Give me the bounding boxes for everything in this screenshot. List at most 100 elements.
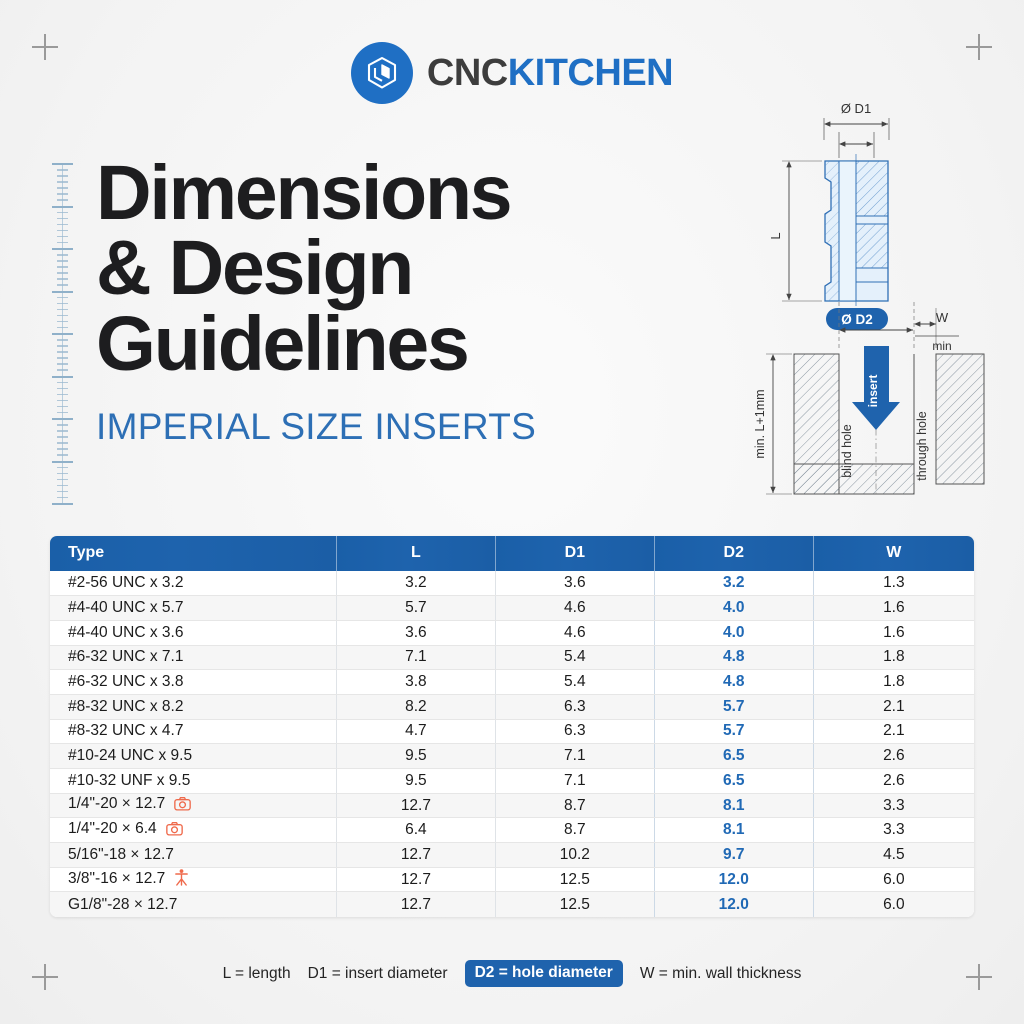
ruler-tick-minor	[57, 448, 68, 450]
column-header-w[interactable]: W	[812, 536, 974, 571]
crop-mark-bottom-right-icon	[966, 964, 992, 990]
cell-d2: 12.0	[653, 867, 814, 893]
cell-l: 12.7	[335, 842, 496, 868]
page-title-block: Dimensions & Design Guidelines IMPERIAL …	[96, 150, 736, 448]
ruler-tick-minor	[57, 381, 68, 384]
cell-w: 2.6	[812, 743, 974, 769]
cell-d2: 4.0	[653, 620, 814, 646]
ruler-tick-minor	[57, 369, 68, 371]
camera-icon	[165, 821, 183, 836]
table-row[interactable]: 3/8"-16 × 12.7 12.7 12.5 12.0 6.0	[50, 867, 974, 893]
table-row[interactable]: 1/4"-20 × 12.7 12.7 8.7 8.1 3.3	[50, 793, 974, 819]
cell-d2: 3.2	[653, 571, 814, 597]
cell-d2: 4.0	[653, 595, 814, 621]
cell-type: #6-32 UNC x 7.1	[50, 645, 337, 671]
page-title-line-3: Guidelines	[96, 300, 470, 387]
brand-wordmark: CNCKITCHEN	[427, 54, 674, 92]
table-row[interactable]: #10-32 UNF x 9.5 9.5 7.1 6.5 2.6	[50, 768, 974, 794]
diagram-label-l: L	[768, 232, 783, 239]
insert-arrow-icon: insert	[852, 346, 900, 430]
ruler-tick-major	[52, 248, 73, 250]
table-row[interactable]: #10-24 UNC x 9.5 9.5 7.1 6.5 2.6	[50, 743, 974, 769]
brand-logo: CNCKITCHEN	[0, 42, 1024, 104]
page-subtitle: IMPERIAL SIZE INSERTS	[96, 406, 537, 448]
cell-w: 3.3	[812, 793, 974, 819]
ruler-tick-minor	[57, 308, 68, 311]
column-header-d1[interactable]: D1	[494, 536, 655, 571]
cell-type-label: G1/8"-28 × 12.7	[68, 895, 178, 913]
cell-d1: 6.3	[494, 694, 655, 720]
cell-type-label: #2-56 UNC x 3.2	[68, 574, 184, 592]
table-body: #2-56 UNC x 3.2 3.2 3.6 3.2 1.3 #4-40 UNC x 5…	[50, 571, 974, 917]
ruler-tick-minor	[57, 302, 68, 305]
ruler-tick-minor	[57, 169, 68, 171]
ruler-tick-minor	[57, 326, 68, 329]
table-row[interactable]: #6-32 UNC x 7.1 7.1 5.4 4.8 1.8	[50, 645, 974, 671]
cell-l: 9.5	[335, 743, 496, 769]
technical-diagram: Ø D1	[746, 96, 1006, 516]
cell-type-label: 3/8"-16 × 12.7	[68, 869, 166, 887]
diagram-label-depth: min. L+1mm	[753, 389, 767, 458]
ruler-tick-major	[52, 290, 73, 293]
cell-l: 5.7	[335, 595, 496, 621]
diagram-label-w: W	[936, 310, 949, 325]
cell-w: 1.3	[812, 571, 974, 597]
ruler-tick-minor	[57, 278, 68, 280]
cell-l: 3.6	[335, 620, 496, 646]
table-row[interactable]: #2-56 UNC x 3.2 3.2 3.6 3.2 1.3	[50, 571, 974, 597]
cell-type: #10-32 UNF x 9.5	[50, 768, 337, 794]
column-header-d2[interactable]: D2	[653, 536, 814, 571]
ruler-tick-minor	[57, 345, 68, 347]
table-row[interactable]: 5/16"-18 × 12.7 12.7 10.2 9.7 4.5	[50, 842, 974, 868]
camera-icon	[165, 821, 183, 841]
cell-d2: 6.5	[653, 743, 814, 769]
ruler-tick-minor	[57, 399, 68, 402]
cell-type-label: 1/4"-20 × 12.7	[68, 795, 166, 813]
page-title-line-1: Dimensions	[96, 150, 513, 236]
cell-type-label: #4-40 UNC x 3.6	[68, 623, 184, 641]
cell-d1: 6.3	[494, 719, 655, 745]
ruler-tick-minor	[57, 199, 68, 201]
ruler-tick-minor	[57, 235, 68, 238]
cell-type: #2-56 UNC x 3.2	[50, 571, 337, 597]
cell-type: #6-32 UNC x 3.8	[50, 669, 337, 695]
ruler-tick-minor	[57, 175, 68, 177]
column-header-l[interactable]: L	[335, 536, 496, 571]
column-header-type[interactable]: Type	[50, 536, 337, 571]
table-row[interactable]: #6-32 UNC x 3.8 3.8 5.4 4.8 1.8	[50, 669, 974, 695]
ruler-tick-minor	[57, 260, 68, 262]
diagram-badge-d2-upper-label: Ø D2	[841, 312, 873, 327]
ruler-tick-minor	[57, 496, 68, 499]
ruler-tick-minor	[57, 339, 68, 341]
cell-type: 1/4"-20 × 12.7	[50, 793, 337, 819]
dimensions-table-container: Type L D1 D2 W #2-56 UNC x 3.2 3.2 3.6 3.2 1…	[50, 536, 974, 917]
ruler-tick-minor	[57, 284, 68, 286]
ruler-tick-minor	[57, 490, 68, 493]
cell-type: #8-32 UNC x 4.7	[50, 719, 337, 745]
cell-d1: 5.4	[494, 645, 655, 671]
ruler-tick-minor	[57, 472, 68, 475]
ruler-tick-minor	[57, 320, 68, 323]
table-row[interactable]: 1/4"-20 × 6.4 6.4 8.7 8.1 3.3	[50, 817, 974, 844]
cell-l: 12.7	[335, 793, 496, 819]
cell-l: 6.4	[335, 817, 496, 844]
table-row[interactable]: #4-40 UNC x 3.6 3.6 4.6 4.0 1.6	[50, 620, 974, 646]
table-row[interactable]: #4-40 UNC x 5.7 5.7 4.6 4.0 1.6	[50, 595, 974, 621]
cell-w: 6.0	[812, 867, 974, 893]
insert-arrow-label: insert	[866, 375, 880, 408]
cube-logo-icon	[350, 42, 413, 104]
table-row[interactable]: G1/8"-28 × 12.7 12.7 12.5 12.0 6.0	[50, 891, 974, 917]
table-row[interactable]: #8-32 UNC x 8.2 8.2 6.3 5.7 2.1	[50, 694, 974, 720]
ruler-tick-minor	[57, 393, 68, 396]
table-header: Type L D1 D2 W	[50, 536, 974, 571]
ruler-tick-minor	[57, 266, 68, 268]
cell-type: #10-24 UNC x 9.5	[50, 743, 337, 769]
diagram-label-through-hole: through hole	[915, 411, 929, 481]
ruler-tick-major	[52, 460, 73, 463]
diagram-label-d1: Ø D1	[841, 101, 871, 116]
tripod-icon	[174, 868, 189, 891]
legend-item-d2: D2 = hole diameter	[464, 960, 623, 987]
table-row[interactable]: #8-32 UNC x 4.7 4.7 6.3 5.7 2.1	[50, 719, 974, 745]
ruler-tick-minor	[57, 363, 68, 365]
